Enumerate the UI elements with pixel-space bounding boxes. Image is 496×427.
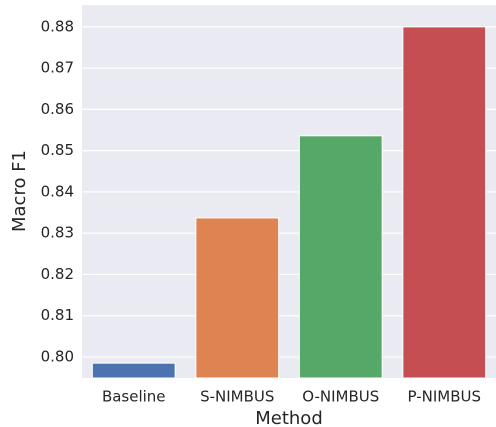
bar — [91, 362, 176, 379]
y-tick-label: 0.87 — [41, 59, 74, 77]
x-tick-label: O-NIMBUS — [302, 388, 379, 406]
y-tick-label: 0.85 — [41, 141, 74, 159]
x-tick-label: Baseline — [102, 388, 166, 406]
bar — [402, 26, 487, 379]
bar — [298, 135, 383, 379]
bar — [195, 217, 280, 379]
x-tick-label: S-NIMBUS — [200, 388, 274, 406]
y-tick-label: 0.82 — [41, 265, 74, 283]
y-tick-label: 0.88 — [41, 17, 74, 35]
x-tick-label: P-NIMBUS — [407, 388, 481, 406]
y-tick-label: 0.80 — [41, 347, 74, 365]
y-tick-label: 0.83 — [41, 224, 74, 242]
y-tick-label: 0.86 — [41, 100, 74, 118]
y-tick-label: 0.84 — [41, 182, 74, 200]
y-tick-label: 0.81 — [41, 306, 74, 324]
y-axis-label: Macro F1 — [9, 150, 30, 232]
x-axis-label: Method — [255, 408, 323, 427]
